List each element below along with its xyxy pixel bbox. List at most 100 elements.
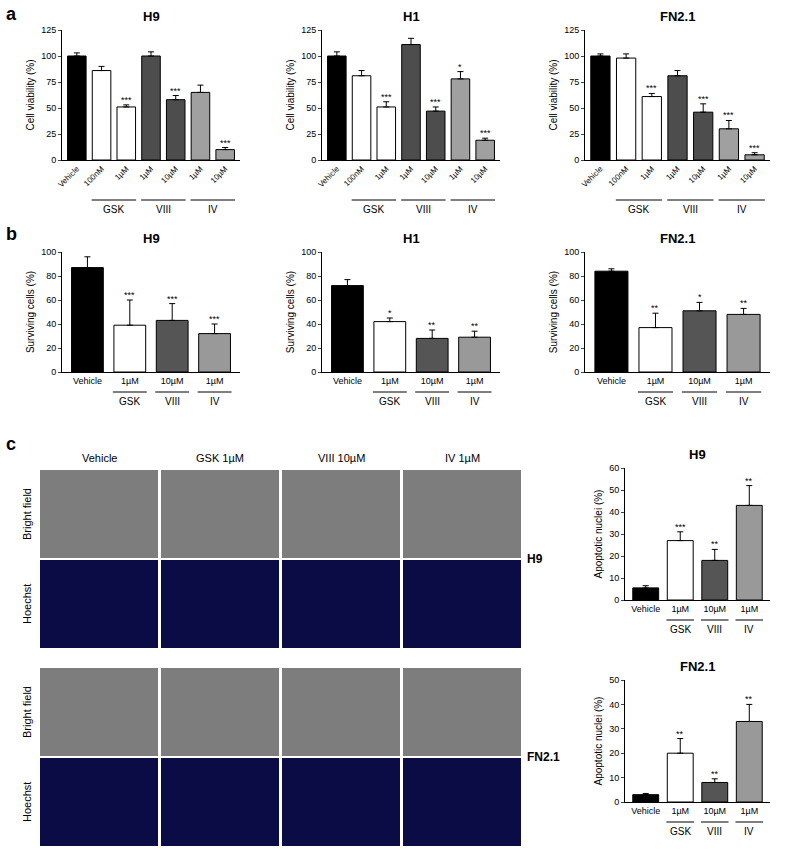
svg-text:GSK: GSK xyxy=(670,624,691,635)
svg-text:IV: IV xyxy=(744,624,754,635)
svg-text:VIII: VIII xyxy=(156,204,171,215)
svg-text:25: 25 xyxy=(46,129,56,139)
svg-text:0: 0 xyxy=(614,797,619,807)
svg-text:FN2.1: FN2.1 xyxy=(527,750,560,764)
svg-text:10µM: 10µM xyxy=(688,376,711,386)
svg-text:1µM: 1µM xyxy=(664,164,682,182)
svg-text:100nM: 100nM xyxy=(82,164,106,188)
svg-text:H1: H1 xyxy=(403,9,420,24)
svg-text:10µM: 10µM xyxy=(469,164,490,185)
svg-text:GSK: GSK xyxy=(363,204,384,215)
svg-text:60: 60 xyxy=(569,295,579,305)
svg-text:H9: H9 xyxy=(143,9,160,24)
svg-text:30: 30 xyxy=(609,724,619,734)
svg-text:40: 40 xyxy=(569,319,579,329)
svg-text:Cell viability (%): Cell viability (%) xyxy=(548,59,559,130)
svg-text:***: *** xyxy=(430,97,441,107)
svg-text:b: b xyxy=(6,224,17,244)
svg-text:H9: H9 xyxy=(143,231,160,246)
svg-text:Vehicle: Vehicle xyxy=(333,376,362,386)
svg-text:10µM: 10µM xyxy=(703,604,726,614)
svg-text:60: 60 xyxy=(609,463,619,473)
svg-text:125: 125 xyxy=(564,25,579,35)
svg-text:c: c xyxy=(6,434,16,454)
svg-text:20: 20 xyxy=(569,343,579,353)
svg-text:**: ** xyxy=(471,321,479,331)
svg-text:H1: H1 xyxy=(403,231,420,246)
svg-text:10µM: 10µM xyxy=(421,376,444,386)
svg-text:50: 50 xyxy=(46,103,56,113)
svg-text:Hoechst: Hoechst xyxy=(21,782,33,822)
svg-text:***: *** xyxy=(121,95,132,105)
svg-text:25: 25 xyxy=(306,129,316,139)
svg-text:1µM: 1µM xyxy=(671,806,689,816)
svg-text:1µM: 1µM xyxy=(381,376,399,386)
svg-text:VIII: VIII xyxy=(707,624,722,635)
svg-text:Vehicle: Vehicle xyxy=(631,604,660,614)
svg-text:**: ** xyxy=(711,769,719,779)
svg-text:**: ** xyxy=(745,694,753,704)
svg-text:50: 50 xyxy=(609,675,619,685)
svg-text:VIII: VIII xyxy=(692,396,707,407)
svg-text:1µM: 1µM xyxy=(735,376,753,386)
svg-text:0: 0 xyxy=(574,155,579,165)
svg-text:VIII: VIII xyxy=(683,204,698,215)
svg-text:0: 0 xyxy=(614,595,619,605)
svg-text:GSK: GSK xyxy=(670,826,691,837)
svg-text:Vehicle: Vehicle xyxy=(82,452,117,464)
svg-text:VIII: VIII xyxy=(416,204,431,215)
svg-text:75: 75 xyxy=(46,77,56,87)
svg-text:10µM: 10µM xyxy=(738,164,759,185)
svg-text:0: 0 xyxy=(574,367,579,377)
svg-text:0: 0 xyxy=(51,367,56,377)
svg-text:1µM: 1µM xyxy=(121,376,139,386)
svg-text:***: *** xyxy=(698,94,709,104)
svg-text:25: 25 xyxy=(569,129,579,139)
svg-text:100: 100 xyxy=(301,247,316,257)
svg-text:60: 60 xyxy=(46,295,56,305)
svg-text:100: 100 xyxy=(564,51,579,61)
svg-text:GSK: GSK xyxy=(628,204,649,215)
svg-text:VIII 10µM: VIII 10µM xyxy=(318,452,365,464)
svg-text:**: ** xyxy=(711,539,719,549)
svg-text:Vehicle: Vehicle xyxy=(56,164,81,189)
svg-text:GSK: GSK xyxy=(645,396,666,407)
svg-text:125: 125 xyxy=(41,25,56,35)
svg-text:IV 1µM: IV 1µM xyxy=(445,452,480,464)
svg-text:20: 20 xyxy=(306,343,316,353)
svg-text:Vehicle: Vehicle xyxy=(73,376,102,386)
svg-text:20: 20 xyxy=(609,748,619,758)
svg-text:IV: IV xyxy=(210,396,220,407)
svg-text:0: 0 xyxy=(311,367,316,377)
svg-text:**: ** xyxy=(676,729,684,739)
svg-text:30: 30 xyxy=(609,529,619,539)
svg-text:***: *** xyxy=(381,92,392,102)
svg-text:FN2.1: FN2.1 xyxy=(660,9,695,24)
svg-text:IV: IV xyxy=(744,826,754,837)
svg-text:Bright field: Bright field xyxy=(21,686,33,738)
svg-text:10: 10 xyxy=(609,573,619,583)
svg-text:75: 75 xyxy=(306,77,316,87)
svg-text:***: *** xyxy=(167,294,178,304)
svg-text:10µM: 10µM xyxy=(209,164,230,185)
svg-text:50: 50 xyxy=(609,485,619,495)
svg-text:10µM: 10µM xyxy=(159,164,180,185)
svg-text:1µM: 1µM xyxy=(398,164,416,182)
svg-text:FN2.1: FN2.1 xyxy=(680,659,715,674)
svg-text:Surviving cells (%): Surviving cells (%) xyxy=(285,271,296,353)
svg-text:Vehicle: Vehicle xyxy=(631,806,660,816)
svg-text:***: *** xyxy=(209,314,220,324)
svg-text:***: *** xyxy=(480,128,491,138)
svg-text:H9: H9 xyxy=(689,447,706,462)
svg-text:*: * xyxy=(458,62,462,72)
svg-text:IV: IV xyxy=(208,204,218,215)
svg-text:1µM: 1µM xyxy=(671,604,689,614)
svg-text:100: 100 xyxy=(564,247,579,257)
svg-text:100nM: 100nM xyxy=(342,164,366,188)
svg-text:80: 80 xyxy=(46,271,56,281)
svg-text:Hoechst: Hoechst xyxy=(21,584,33,624)
svg-text:50: 50 xyxy=(306,103,316,113)
svg-text:***: *** xyxy=(220,138,231,148)
svg-text:Apoptotic nuclei (%): Apoptotic nuclei (%) xyxy=(593,697,604,786)
svg-text:50: 50 xyxy=(569,103,579,113)
